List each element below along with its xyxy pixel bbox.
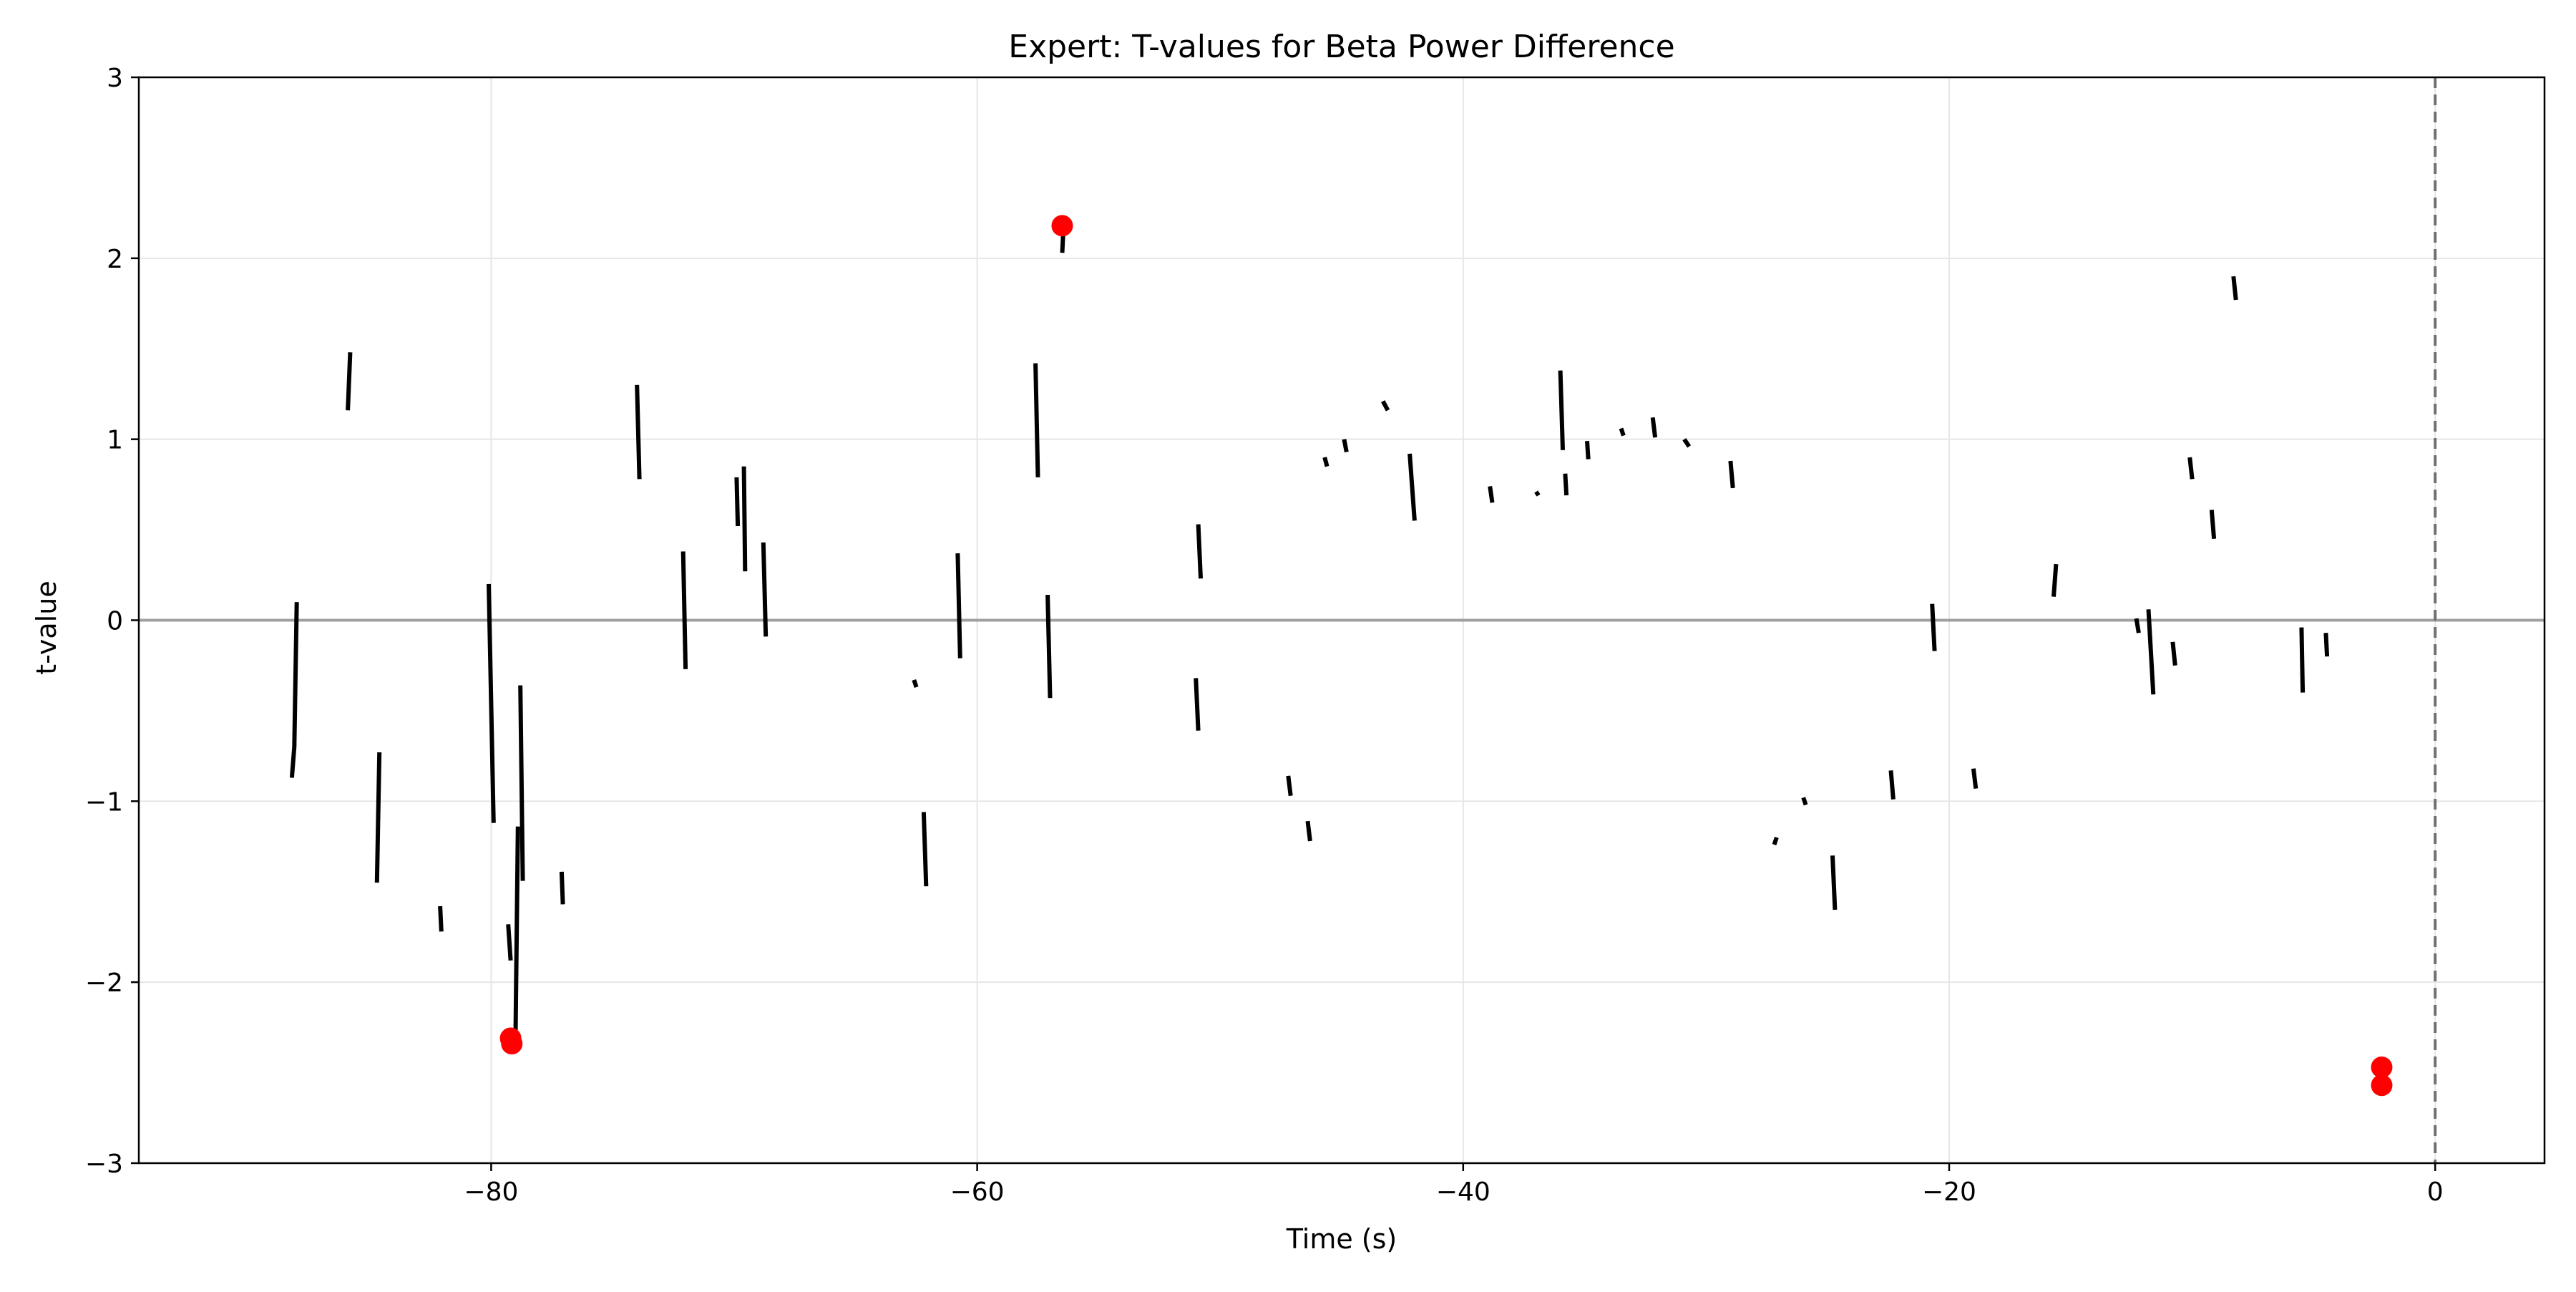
y-tick-label: 3 bbox=[107, 64, 123, 93]
tvalue-segment bbox=[1196, 524, 1203, 579]
tvalue-segment bbox=[1407, 453, 1417, 521]
tvalue-segment bbox=[1534, 490, 1541, 497]
tvalue-segment bbox=[1801, 797, 1808, 806]
tvalue-segment bbox=[2299, 627, 2306, 693]
tvalue-segment bbox=[1772, 836, 1779, 845]
tvalue-segment bbox=[635, 384, 642, 480]
x-tick-label: 0 bbox=[2427, 1177, 2444, 1207]
tvalue-segment bbox=[1381, 400, 1390, 412]
tvalue-segment bbox=[1830, 855, 1838, 910]
tvalue-segment bbox=[680, 551, 688, 669]
tvalue-segment bbox=[2146, 609, 2156, 695]
tvalue-segment bbox=[761, 542, 769, 637]
x-axis-label: Time (s) bbox=[1286, 1223, 1397, 1255]
tvalue-segment bbox=[2209, 510, 2217, 539]
tvalue-segment bbox=[1682, 438, 1692, 448]
tvalue-segment bbox=[1305, 820, 1312, 842]
reference-lines bbox=[139, 77, 2545, 1163]
tvalue-segment bbox=[1033, 363, 1040, 477]
tvalue-segment bbox=[2231, 276, 2238, 301]
x-tick-label: −80 bbox=[464, 1177, 518, 1207]
tvalue-segment bbox=[1194, 678, 1201, 731]
tvalue-segment bbox=[518, 685, 525, 881]
chart-title: Expert: T-values for Beta Power Differen… bbox=[1008, 29, 1674, 65]
y-axis-ticks: −3 −2 −1 0 1 2 3 bbox=[85, 64, 139, 1179]
significant-points bbox=[499, 215, 2393, 1097]
tvalue-segment bbox=[2134, 618, 2141, 633]
significant-point bbox=[1051, 215, 1073, 237]
tvalue-segment bbox=[1650, 417, 1658, 438]
tvalue-segment bbox=[506, 924, 513, 961]
tvalue-segment bbox=[1728, 460, 1735, 489]
tvalue-segment bbox=[734, 477, 741, 527]
y-tick-label: 2 bbox=[107, 245, 123, 274]
tvalue-segment bbox=[346, 352, 353, 411]
tvalue-segment bbox=[2323, 633, 2330, 657]
tvalue-segment bbox=[1930, 603, 1937, 651]
tvalue-segment bbox=[2051, 563, 2059, 597]
tvalue-segment bbox=[487, 583, 496, 823]
x-axis-ticks: −80 −60 −40 −20 0 bbox=[464, 1163, 2444, 1207]
tvalue-segment bbox=[1619, 427, 1626, 437]
tvalue-segment bbox=[912, 679, 919, 688]
tvalue-segment bbox=[513, 826, 520, 1041]
tvalue-segment bbox=[1558, 370, 1565, 450]
significant-point bbox=[2371, 1074, 2393, 1097]
tvalue-segment bbox=[1563, 473, 1569, 496]
y-axis-label: t-value bbox=[31, 581, 62, 674]
tvalue-segment bbox=[2170, 641, 2177, 666]
tvalue-segment bbox=[1585, 440, 1591, 460]
tvalue-segment bbox=[2187, 457, 2195, 480]
y-tick-label: 0 bbox=[107, 607, 123, 636]
tvalue-segment bbox=[1286, 775, 1293, 797]
tvalue-series bbox=[289, 227, 2330, 1041]
tvalue-segment bbox=[955, 553, 962, 659]
tvalue-segment bbox=[1971, 768, 1979, 789]
significant-point bbox=[2371, 1056, 2393, 1078]
tvalue-segment bbox=[741, 466, 748, 572]
tvalue-segment bbox=[559, 871, 565, 905]
y-tick-label: 1 bbox=[107, 426, 123, 455]
tvalue-segment bbox=[1342, 439, 1349, 452]
tvalue-segment bbox=[1888, 770, 1896, 800]
tvalue-segment bbox=[1322, 457, 1330, 467]
significant-point bbox=[501, 1033, 523, 1055]
x-tick-label: −40 bbox=[1436, 1177, 1491, 1207]
y-tick-label: −1 bbox=[85, 787, 123, 817]
y-tick-label: −2 bbox=[85, 968, 123, 998]
x-tick-label: −20 bbox=[1922, 1177, 1976, 1207]
y-tick-label: −3 bbox=[85, 1150, 123, 1179]
tvalue-segment bbox=[1488, 485, 1495, 503]
tvalue-segment bbox=[1045, 595, 1053, 699]
tvalue-segment bbox=[289, 602, 299, 778]
tvalue-segment bbox=[921, 812, 929, 887]
x-tick-label: −60 bbox=[950, 1177, 1005, 1207]
tvalue-segment bbox=[374, 752, 382, 883]
tvalue-segment bbox=[438, 905, 444, 932]
